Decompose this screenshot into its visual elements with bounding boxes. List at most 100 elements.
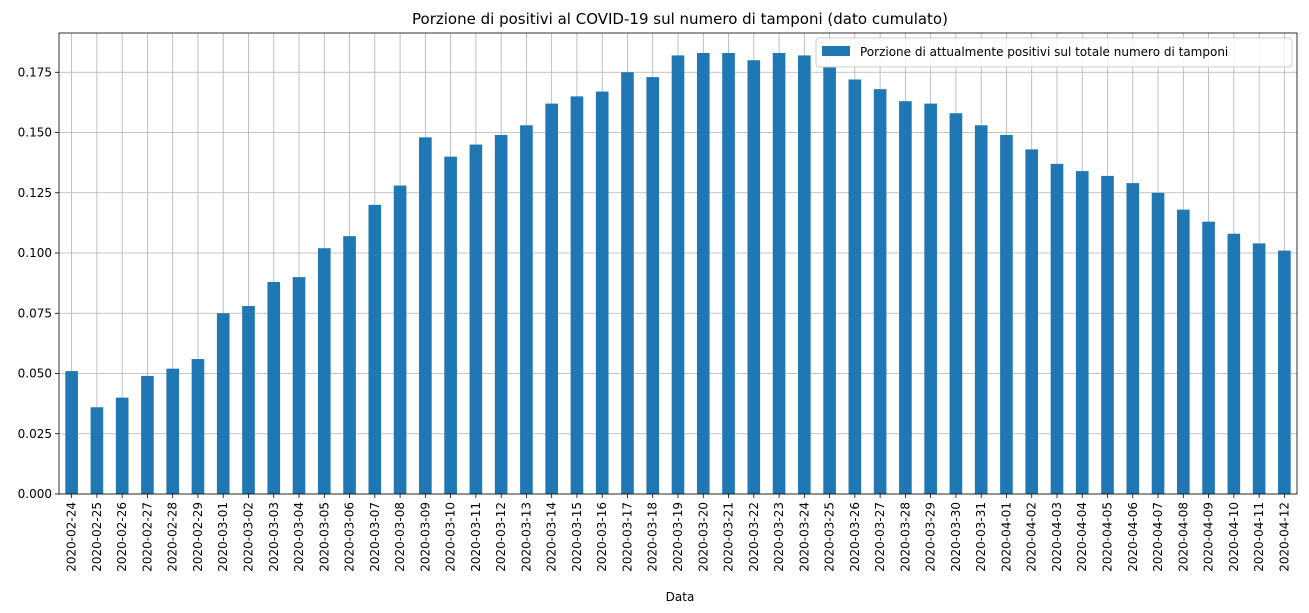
bar	[974, 125, 988, 495]
x-tick-label: 2020-03-21	[722, 502, 736, 572]
x-tick-label: 2020-02-24	[65, 502, 79, 572]
legend: Porzione di attualmente positivi sul tot…	[815, 37, 1293, 68]
bar	[747, 60, 761, 495]
chart-title: Porzione di positivi al COVID-19 sul num…	[412, 10, 948, 28]
bar	[469, 144, 483, 494]
x-tick-label: 2020-03-05	[317, 502, 331, 572]
x-tick-label: 2020-03-03	[267, 502, 281, 572]
bar	[191, 359, 205, 494]
x-tick-label: 2020-03-13	[519, 502, 533, 572]
x-tick-label: 2020-03-09	[418, 502, 432, 572]
x-tick-label: 2020-03-04	[292, 502, 306, 572]
x-tick-label: 2020-03-28	[898, 502, 912, 572]
y-tick-label: 0.150	[18, 126, 52, 140]
y-tick-label: 0.000	[18, 487, 52, 501]
x-tick-label: 2020-03-20	[696, 502, 710, 572]
x-tick-label: 2020-04-06	[1126, 502, 1140, 572]
bar	[1101, 175, 1114, 494]
bar	[267, 281, 281, 494]
bar	[949, 113, 963, 494]
y-tick-label: 0.050	[18, 367, 52, 381]
bar	[1126, 183, 1140, 494]
y-tick-label: 0.025	[18, 427, 52, 441]
legend-label: Porzione di attualmente positivi sul tot…	[860, 45, 1228, 59]
x-tick-label: 2020-03-17	[620, 502, 634, 572]
x-tick-label: 2020-04-04	[1075, 502, 1089, 572]
x-tick-label: 2020-03-02	[241, 502, 255, 572]
x-tick-label: 2020-03-26	[848, 502, 862, 572]
bar	[90, 407, 104, 494]
y-tick-label: 0.100	[18, 246, 52, 260]
x-tick-label: 2020-04-03	[1050, 502, 1064, 572]
bar	[1252, 243, 1266, 494]
bar	[393, 185, 407, 494]
bar	[823, 67, 836, 494]
x-tick-label: 2020-04-01	[999, 502, 1013, 572]
x-tick-label: 2020-03-25	[823, 502, 837, 572]
x-tick-label: 2020-03-27	[873, 502, 887, 572]
bar	[1151, 192, 1165, 495]
x-tick-label: 2020-03-16	[595, 502, 609, 572]
bar	[242, 306, 255, 494]
bar	[115, 397, 129, 494]
x-tick-label: 2020-04-07	[1151, 502, 1165, 572]
x-tick-label: 2020-02-27	[140, 502, 154, 572]
bar	[570, 96, 584, 494]
bar	[621, 72, 634, 495]
bar	[899, 101, 912, 494]
x-tick-label: 2020-04-12	[1277, 502, 1291, 572]
bar	[696, 53, 710, 495]
bar	[419, 137, 432, 495]
x-tick-label: 2020-03-15	[570, 502, 584, 572]
x-tick-label: 2020-03-11	[469, 502, 483, 572]
x-tick-label: 2020-03-31	[974, 502, 988, 572]
bar	[722, 53, 735, 495]
x-axis-ticks: 2020-02-24 2020-02-25 2020-02-26 2020-02-27…	[65, 494, 1291, 572]
bar	[317, 248, 331, 494]
bar	[873, 89, 887, 494]
x-tick-label: 2020-03-18	[646, 502, 660, 572]
bar	[368, 204, 382, 495]
bar	[545, 103, 558, 495]
bar	[595, 91, 609, 494]
bar	[1202, 221, 1215, 494]
bar	[166, 368, 180, 494]
bar	[494, 134, 508, 494]
x-tick-label: 2020-03-30	[949, 502, 963, 572]
x-tick-label: 2020-04-05	[1101, 502, 1115, 572]
bar	[798, 55, 811, 494]
bar	[65, 371, 78, 494]
bar	[292, 277, 306, 494]
x-tick-label: 2020-03-19	[671, 502, 685, 572]
x-tick-label: 2020-02-25	[90, 502, 104, 572]
x-axis-label: Data	[666, 590, 695, 604]
bar	[520, 125, 533, 495]
legend-frame	[815, 37, 1293, 68]
x-tick-label: 2020-03-07	[368, 502, 382, 572]
x-tick-label: 2020-04-02	[1025, 502, 1039, 572]
x-tick-label: 2020-03-24	[797, 502, 811, 572]
bar	[1075, 171, 1089, 494]
y-tick-label: 0.125	[18, 186, 52, 200]
y-axis-ticks: 0.000 0.025 0.050 0.075 0.100 0.125 0.150 0.175	[18, 65, 59, 501]
x-tick-label: 2020-04-08	[1176, 502, 1190, 572]
x-tick-label: 2020-03-12	[494, 502, 508, 572]
legend-swatch	[822, 46, 850, 56]
bar	[772, 53, 786, 495]
x-tick-label: 2020-02-26	[115, 502, 129, 572]
x-tick-label: 2020-03-10	[444, 502, 458, 572]
bar	[1227, 233, 1241, 494]
bar	[1278, 250, 1291, 494]
bar	[343, 236, 356, 495]
x-tick-label: 2020-03-29	[924, 502, 938, 572]
x-tick-label: 2020-03-08	[393, 502, 407, 572]
bars	[65, 53, 1291, 495]
x-tick-label: 2020-03-01	[216, 502, 230, 572]
bar	[646, 77, 660, 494]
y-tick-label: 0.175	[18, 65, 52, 79]
x-tick-label: 2020-02-28	[166, 502, 180, 572]
bar	[1050, 163, 1064, 494]
y-tick-label: 0.075	[18, 306, 52, 320]
bar	[671, 55, 685, 494]
